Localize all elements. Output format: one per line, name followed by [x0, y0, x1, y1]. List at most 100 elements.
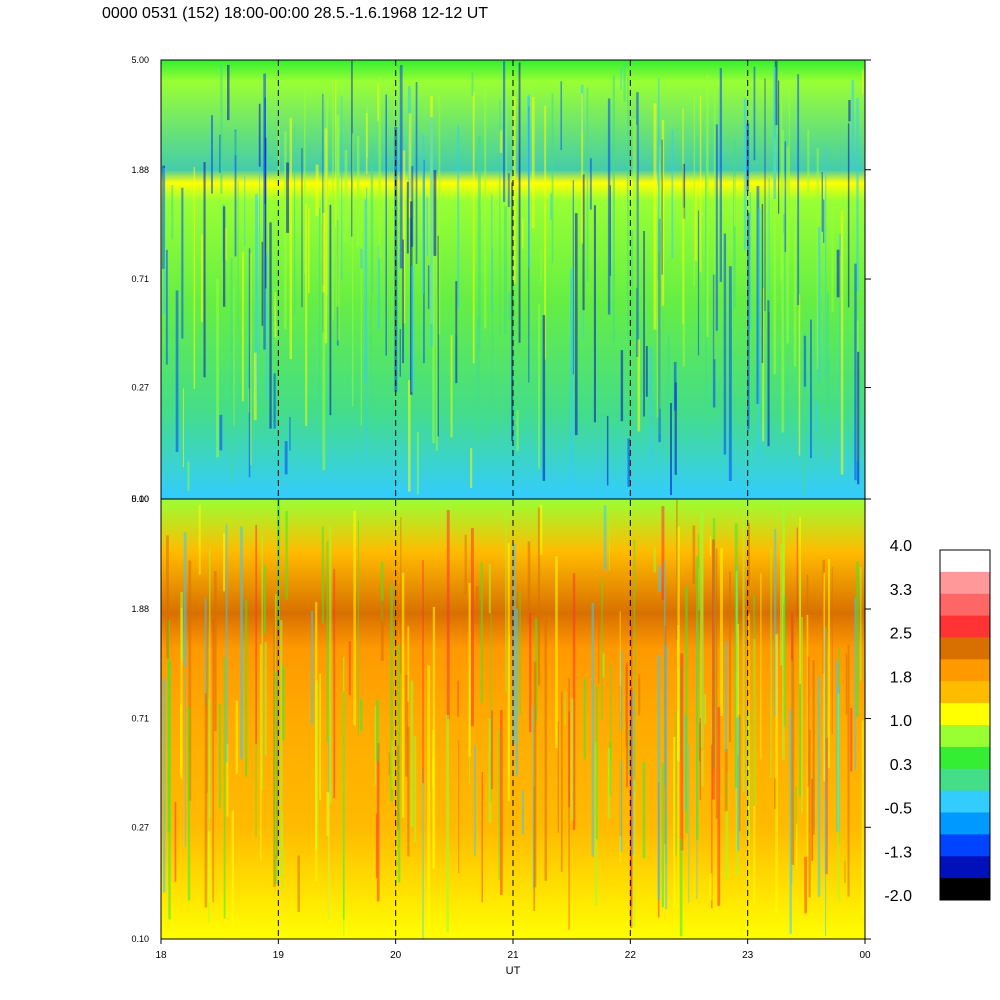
texture-streak [226, 743, 229, 817]
texture-streak [531, 97, 535, 228]
texture-streak [699, 718, 701, 800]
texture-streak [348, 641, 351, 696]
colorbar-swatch [940, 550, 990, 573]
texture-streak [791, 609, 795, 865]
texture-streak [180, 591, 183, 660]
texture-streak [401, 572, 405, 818]
texture-streak [244, 175, 246, 246]
texture-streak [402, 150, 406, 324]
lower-panel-texture [162, 499, 864, 939]
texture-streak [231, 810, 234, 930]
texture-streak [729, 571, 731, 743]
texture-streak [586, 87, 589, 282]
texture-streak [774, 528, 777, 717]
texture-streak [527, 541, 531, 625]
texture-streak [645, 346, 648, 397]
texture-streak [308, 208, 310, 293]
texture-streak [583, 678, 586, 760]
texture-streak [795, 786, 797, 840]
texture-streak [709, 873, 713, 901]
texture-streak [402, 239, 404, 364]
texture-streak [756, 186, 760, 404]
texture-streak [258, 103, 261, 167]
texture-streak [850, 708, 853, 772]
y-tick-label: 5.00 [131, 55, 149, 65]
texture-streak [184, 672, 186, 847]
texture-streak [360, 699, 363, 732]
texture-streak [183, 388, 184, 468]
texture-streak [767, 300, 770, 447]
texture-streak [265, 252, 268, 399]
colorbar-swatch [940, 703, 990, 726]
texture-streak [504, 206, 507, 335]
texture-streak [289, 117, 292, 359]
x-tick-label: 22 [625, 950, 637, 961]
texture-streak [712, 539, 715, 800]
texture-streak [603, 505, 607, 570]
texture-streak [204, 693, 208, 908]
texture-streak [753, 66, 756, 161]
texture-streak [682, 108, 684, 325]
texture-streak [762, 288, 765, 442]
texture-streak [365, 113, 368, 175]
texture-streak [821, 172, 823, 232]
texture-streak [706, 74, 709, 338]
texture-streak [768, 178, 770, 313]
texture-streak [485, 413, 489, 439]
texture-streak [230, 257, 233, 483]
texture-streak [405, 674, 408, 777]
texture-streak [854, 263, 857, 481]
texture-streak [823, 199, 825, 243]
texture-streak [498, 729, 500, 880]
texture-streak [607, 98, 611, 315]
texture-streak [723, 233, 727, 455]
texture-streak [380, 600, 384, 661]
texture-streak [212, 618, 214, 903]
texture-streak [273, 373, 276, 429]
texture-streak [241, 252, 244, 402]
texture-streak [812, 660, 815, 835]
texture-streak [674, 382, 677, 475]
texture-streak [521, 790, 524, 835]
texture-streak [255, 524, 258, 744]
texture-streak [203, 162, 206, 378]
texture-streak [667, 335, 670, 460]
texture-streak [468, 582, 471, 757]
texture-streak [284, 441, 288, 475]
texture-streak [854, 596, 856, 771]
texture-streak [688, 745, 690, 904]
texture-streak [265, 137, 267, 289]
texture-streak [450, 335, 453, 438]
colorbar-swatch [940, 856, 990, 879]
texture-streak [564, 691, 566, 726]
texture-streak [781, 233, 785, 433]
texture-streak [322, 213, 326, 293]
texture-streak [692, 525, 696, 585]
texture-streak [582, 174, 585, 311]
texture-streak [255, 673, 257, 838]
texture-streak [711, 744, 713, 909]
texture-streak [568, 711, 570, 808]
texture-streak [839, 254, 841, 485]
texture-streak [838, 233, 841, 256]
texture-streak [471, 72, 474, 97]
texture-streak [319, 673, 321, 800]
texture-streak [682, 207, 685, 367]
texture-streak [500, 710, 503, 895]
texture-streak [709, 536, 711, 557]
texture-streak [225, 524, 228, 763]
texture-streak [816, 148, 819, 369]
texture-streak [799, 517, 801, 685]
texture-streak [273, 608, 276, 888]
texture-streak [218, 703, 221, 809]
colorbar-swatch [940, 593, 990, 617]
texture-streak [342, 691, 345, 920]
colorbar-swatch [940, 637, 990, 660]
texture-streak [697, 210, 700, 356]
texture-streak [715, 548, 718, 819]
texture-streak [788, 82, 790, 253]
texture-streak [377, 245, 380, 330]
texture-streak [264, 641, 267, 755]
texture-streak [572, 573, 576, 830]
